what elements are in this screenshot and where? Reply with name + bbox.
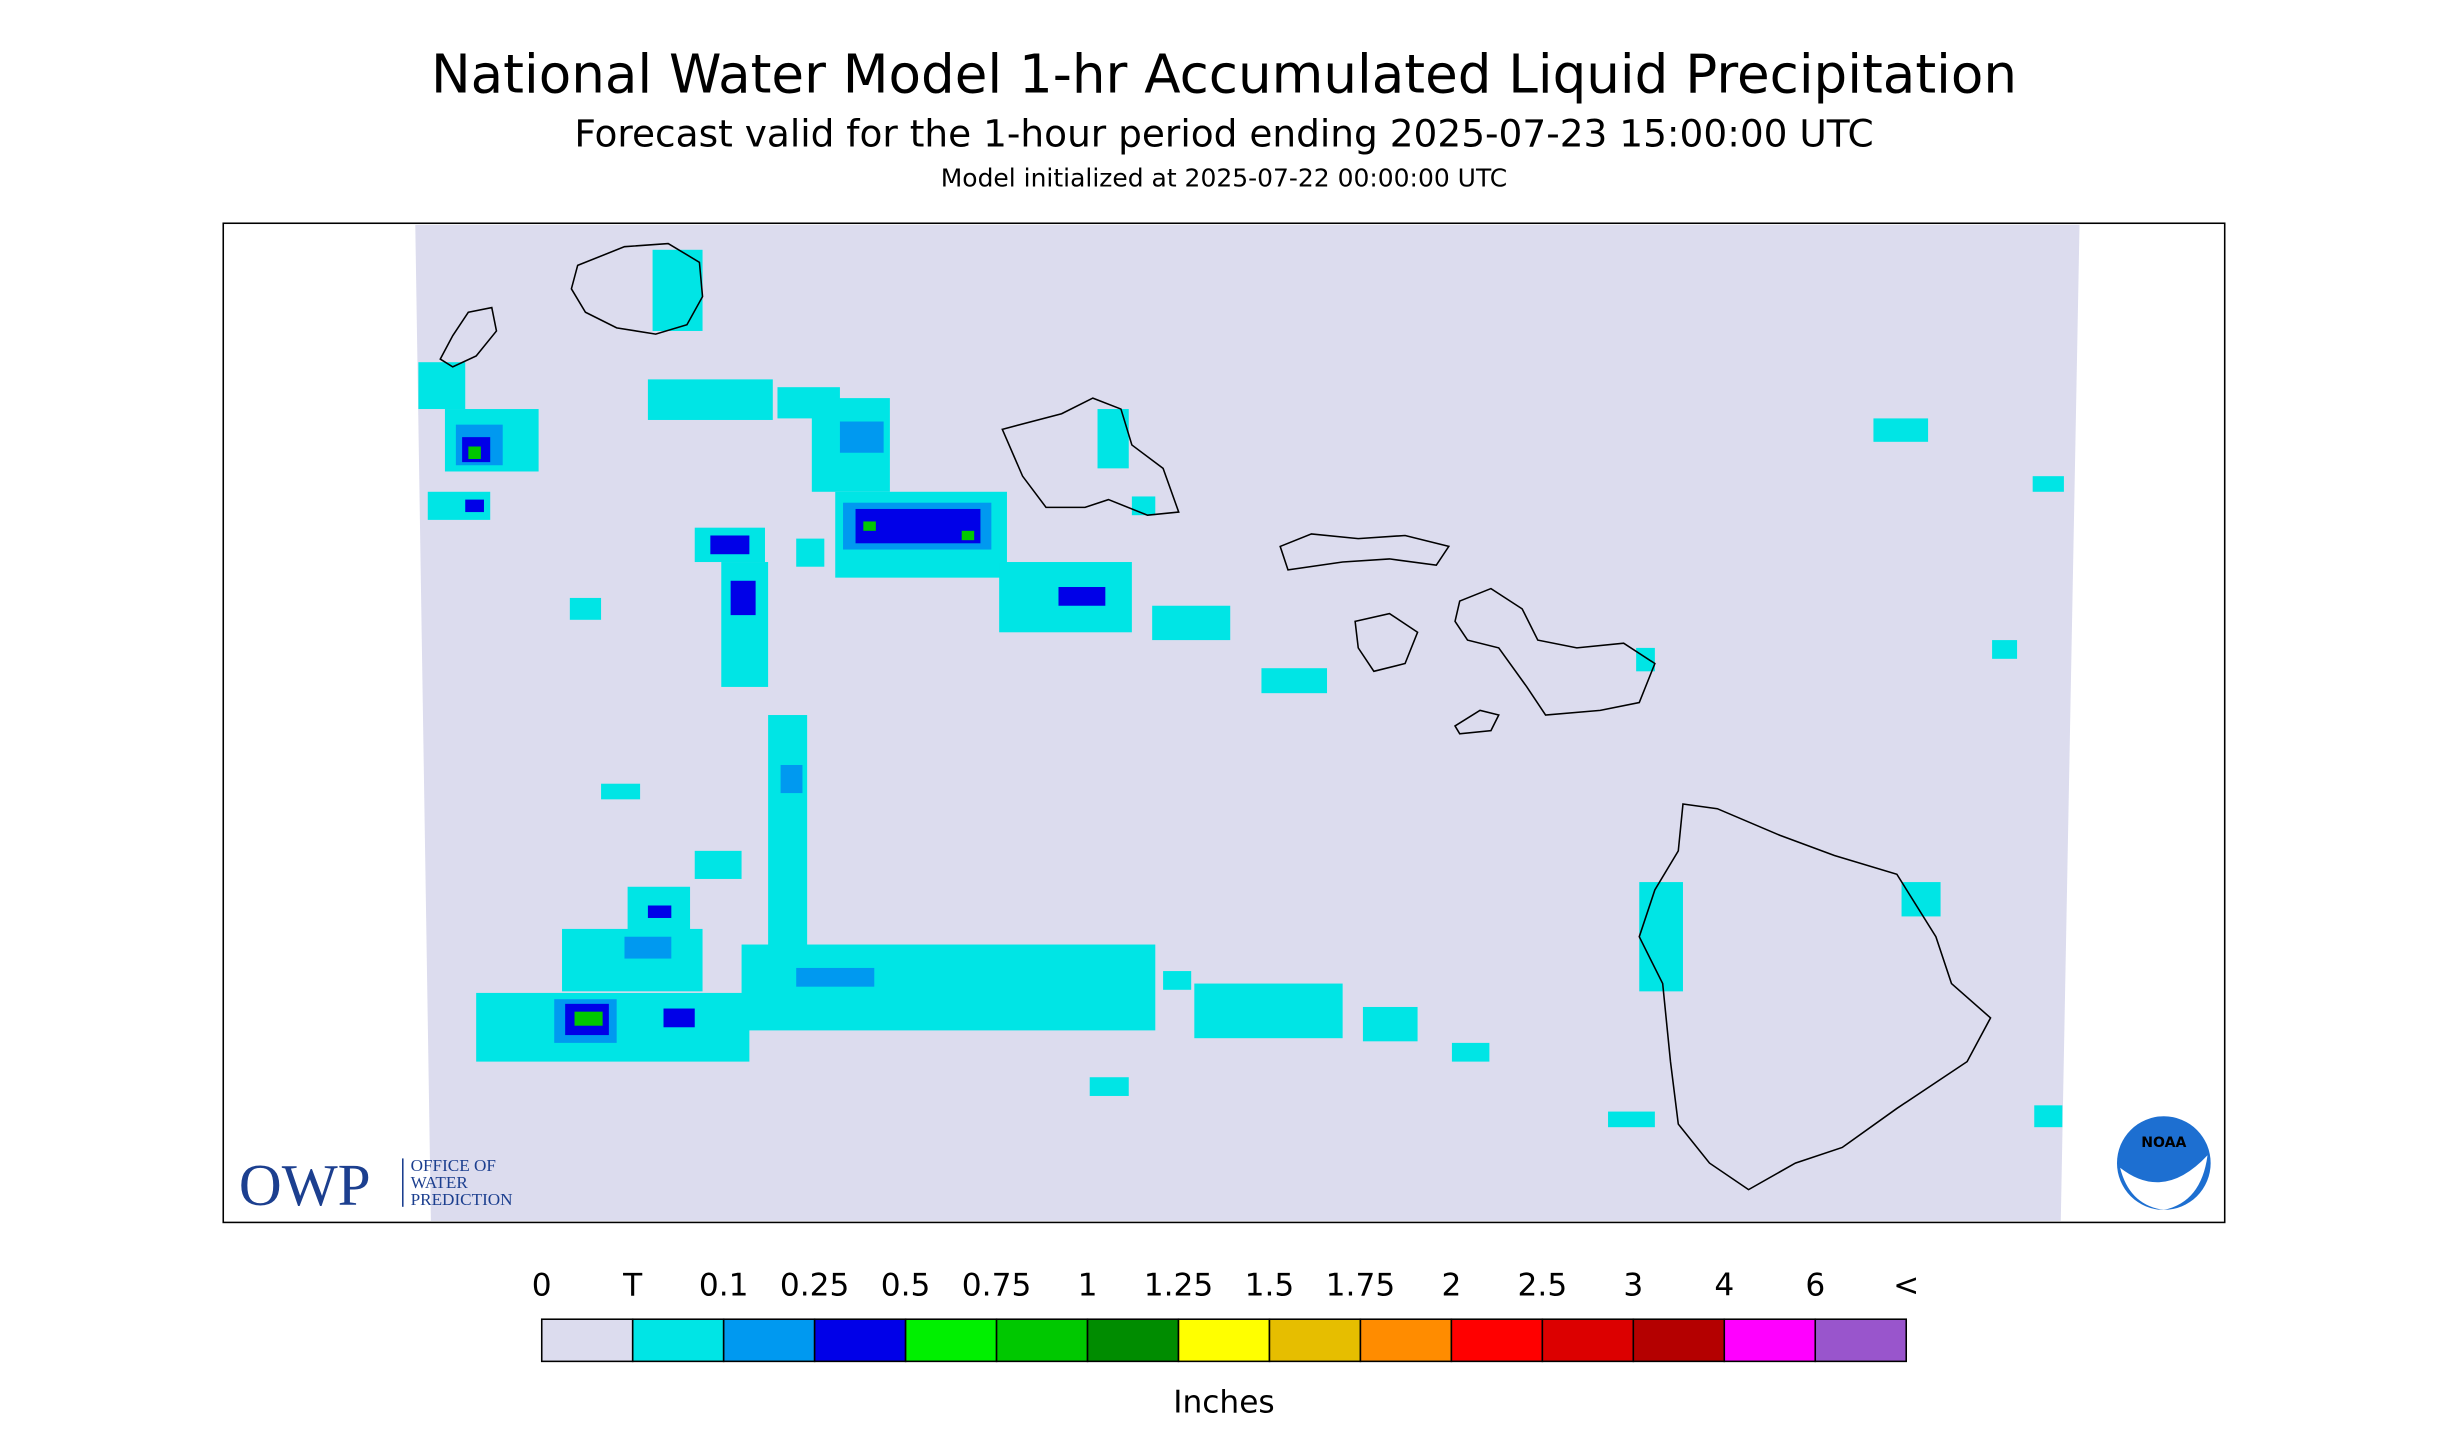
owp-line: WATER [411,1173,469,1192]
colorbar-label: 4 [1714,1267,1734,1303]
colorbar-label: 0.25 [780,1267,850,1303]
owp-line: PREDICTION [411,1190,513,1209]
title: National Water Model 1-hr Accumulated Li… [431,44,2017,106]
colorbar-label: 1.75 [1326,1267,1396,1303]
colorbar-swatch [631,1318,725,1363]
colorbar-label: 1.5 [1245,1267,1295,1303]
colorbar-swatch [1541,1318,1635,1363]
colorbar-label: 6 [1805,1267,1825,1303]
colorbar-swatch [1086,1318,1180,1363]
colorbar-unit: Inches [1173,1385,1274,1421]
owp-line: OFFICE OF [411,1156,496,1175]
colorbar-swatch [540,1318,634,1363]
noaa-wordmark: NOAA [2141,1135,2186,1151]
precip-field [418,249,2064,1128]
colorbar-swatch [995,1318,1089,1363]
coastlines [439,242,1992,1191]
colorbar-label: 3 [1623,1267,1643,1303]
colorbar-swatch [1359,1318,1453,1363]
colorbar: 0 T 0.1 0.25 0.5 0.75 1 1.25 1.5 1.75 2 2.5 3 4 6 < [532,1267,1919,1363]
colorbar-swatch [1632,1318,1726,1363]
colorbar-swatch [813,1318,907,1363]
model-domain [415,224,2080,1221]
subtitle: Forecast valid for the 1-hour period end… [574,111,1873,155]
noaa-logo: NOAA [2116,1116,2211,1210]
colorbar-label: 0.1 [699,1267,749,1303]
colorbar-swatch [722,1318,816,1363]
owp-wordmark: OWP [239,1152,371,1218]
colorbar-swatch [1723,1318,1817,1363]
colorbar-swatch [1268,1318,1362,1363]
colorbar-swatch [904,1318,998,1363]
colorbar-swatch [1177,1318,1271,1363]
colorbar-label: T [622,1267,643,1303]
colorbar-label: 2.5 [1518,1267,1568,1303]
owp-logo: OWP OFFICE OF WATER PREDICTION [239,1152,513,1218]
colorbar-label: 0 [532,1267,552,1303]
colorbar-label: 0.5 [881,1267,931,1303]
colorbar-label: 0.75 [962,1267,1032,1303]
colorbar-label: < [1893,1267,1919,1303]
colorbar-label: 1.25 [1144,1267,1214,1303]
colorbar-swatch [1450,1318,1544,1363]
colorbar-swatch [1814,1318,1908,1363]
colorbar-label: 2 [1441,1267,1461,1303]
canvas: National Water Model 1-hr Accumulated Li… [222,44,2226,1421]
init-time: Model initialized at 2025-07-22 00:00:00… [941,164,1507,193]
colorbar-label: 1 [1078,1267,1098,1303]
